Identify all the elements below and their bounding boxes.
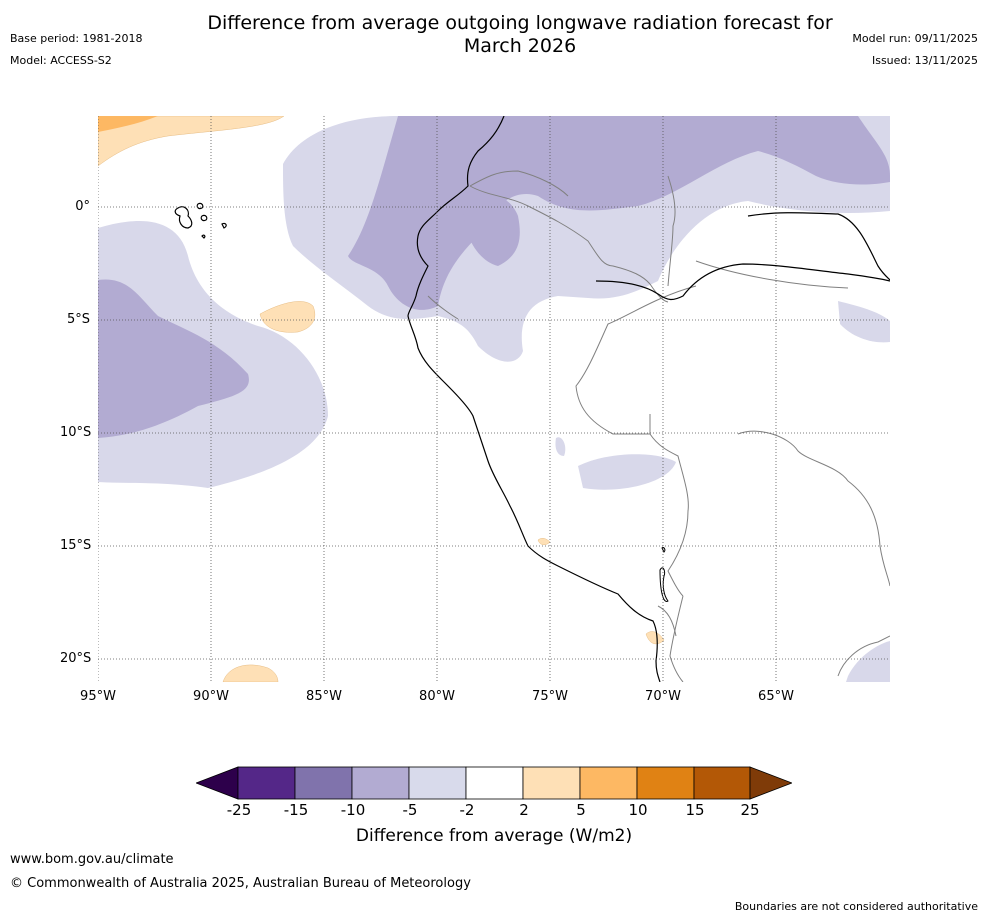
lat-label-10s: 10°S [60, 425, 92, 440]
colorbar-swatch-2 [294, 766, 353, 800]
colorbar-tick-5: -2 [459, 801, 475, 819]
colorbar-swatch-7 [579, 766, 638, 800]
lon-label-65w: 65°W [758, 689, 794, 704]
colorbar-label: Difference from average (W/m2) [355, 826, 633, 846]
lon-label-75w: 75°W [532, 689, 568, 704]
colorbar-swatch-1 [237, 766, 296, 800]
copyright-text: © Commonwealth of Australia 2025, Austra… [10, 876, 471, 891]
anomaly-pale-orange [98, 116, 665, 682]
lat-label-20s: 20°S [60, 651, 92, 666]
meta-left: Base period: 1981-2018 Model: ACCESS-S2 [10, 32, 142, 76]
disclaimer-text: Boundaries are not considered authoritat… [734, 900, 978, 913]
lon-label-95w: 95°W [80, 689, 116, 704]
colorbar-swatch-3 [351, 766, 410, 800]
base-period: Base period: 1981-2018 [10, 32, 143, 45]
meta-right: Model run: 09/11/2025 Issued: 13/11/2025 [852, 32, 978, 76]
country-borders [427, 170, 890, 682]
graticule [98, 116, 890, 682]
lat-label-5s: 5°S [66, 312, 90, 327]
model-run: Model run: 09/11/2025 [852, 32, 978, 45]
colorbar-swatch-5 [465, 766, 524, 800]
lat-label-0: 0° [75, 199, 90, 214]
colorbar-tick-4: -5 [402, 801, 418, 819]
colorbar-swatch-low [196, 766, 239, 800]
olr-anomaly-map [98, 116, 890, 682]
colorbar-tick-2: -15 [283, 801, 309, 819]
lakes [659, 547, 669, 603]
colorbar-tick-6: 2 [519, 801, 529, 819]
map-title-line1: Difference from average outgoing longwav… [207, 12, 833, 34]
colorbar-swatch-4 [408, 766, 467, 800]
anomaly-light-orange [98, 116, 158, 132]
colorbar-tick-1: -25 [226, 801, 252, 819]
map-title-line2: March 2026 [463, 35, 577, 57]
issued-date: Issued: 13/11/2025 [871, 54, 978, 67]
map-title: Difference from average outgoing longwav… [150, 12, 890, 58]
lat-label-15s: 15°S [60, 538, 92, 553]
colorbar-swatch-8 [636, 766, 695, 800]
website-link[interactable]: www.bom.gov.au/climate [10, 852, 174, 867]
colorbar-tick-10: 25 [740, 801, 760, 819]
colorbar [196, 766, 792, 800]
lon-label-80w: 80°W [419, 689, 455, 704]
colorbar-tick-9: 15 [685, 801, 705, 819]
lon-label-70w: 70°W [645, 689, 681, 704]
lon-label-85w: 85°W [306, 689, 342, 704]
lon-label-90w: 90°W [193, 689, 229, 704]
colorbar-swatch-9 [693, 766, 751, 800]
colorbar-tick-8: 10 [628, 801, 648, 819]
coastlines [407, 116, 890, 682]
galapagos-islands [174, 202, 227, 239]
colorbar-tick-3: -10 [340, 801, 366, 819]
colorbar-swatch-high [749, 766, 792, 800]
model-name: Model: ACCESS-S2 [10, 54, 112, 67]
colorbar-tick-7: 5 [576, 801, 586, 819]
colorbar-swatch-6 [522, 766, 581, 800]
